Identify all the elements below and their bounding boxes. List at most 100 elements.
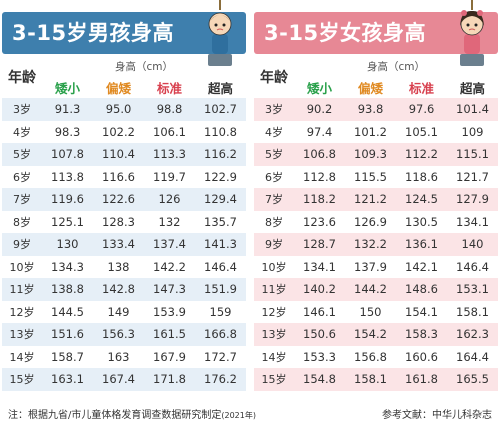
height-cell: 95.0 xyxy=(93,98,144,121)
height-cell: 123.6 xyxy=(303,214,336,229)
height-cell: 109 xyxy=(461,124,484,139)
table-row: 6岁 113.8 116.6 119.7 122.9 xyxy=(2,166,246,189)
table-row: 12岁 146.1 150 154.1 158.1 xyxy=(254,301,498,324)
table-row: 3岁 90.2 93.8 97.6 101.4 xyxy=(254,98,498,121)
height-cell: 164.4 xyxy=(456,349,489,364)
height-cell: 125.1 xyxy=(51,214,84,229)
height-cell: 113.8 xyxy=(51,169,84,184)
height-cell: 141.3 xyxy=(195,233,246,256)
height-cell: 132.2 xyxy=(345,233,396,256)
height-cell: 136.1 xyxy=(396,233,447,256)
height-cell: 110.8 xyxy=(204,124,237,139)
age-cell: 11岁 xyxy=(254,278,294,301)
footer-note-text: 注：根据九省/市儿童体格发育调查数据研究制定 xyxy=(8,410,222,421)
table-row: 13岁 150.6 154.2 158.3 162.3 xyxy=(254,323,498,346)
col-slightly-short: 偏矮 xyxy=(93,76,144,98)
table-row: 14岁 153.3 156.8 160.6 164.4 xyxy=(254,346,498,369)
table-row: 3岁 91.3 95.0 98.8 102.7 xyxy=(2,98,246,121)
height-cell: 116.2 xyxy=(195,143,246,166)
age-cell: 13岁 xyxy=(2,323,42,346)
age-cell: 11岁 xyxy=(2,278,42,301)
age-cell: 14岁 xyxy=(261,350,287,364)
age-cell: 15岁 xyxy=(254,368,294,391)
height-cell: 122.6 xyxy=(93,188,144,211)
table-row: 4岁 98.3 102.2 106.1 110.8 xyxy=(2,121,246,144)
boys-title-banner: 3-15岁男孩身高 xyxy=(2,0,246,66)
height-cell: 162.3 xyxy=(447,323,498,346)
height-cell: 126.9 xyxy=(354,214,387,229)
table-row: 11岁 140.2 144.2 148.6 153.1 xyxy=(254,278,498,301)
height-cell: 138.8 xyxy=(42,278,93,301)
age-cell: 6岁 xyxy=(265,170,283,184)
table-row: 10岁 134.1 137.9 142.1 146.4 xyxy=(254,256,498,279)
table-row: 6岁 112.8 115.5 118.6 121.7 xyxy=(254,166,498,189)
height-cell: 146.1 xyxy=(303,304,336,319)
height-cell: 144.2 xyxy=(345,278,396,301)
age-cell: 10岁 xyxy=(261,260,287,274)
height-cell: 127.9 xyxy=(447,188,498,211)
height-cell: 142.1 xyxy=(405,259,438,274)
age-cell: 13岁 xyxy=(254,323,294,346)
table-row: 4岁 97.4 101.2 105.1 109 xyxy=(254,121,498,144)
height-cell: 132 xyxy=(158,214,181,229)
height-cell: 146.4 xyxy=(456,259,489,274)
height-cell: 158.1 xyxy=(345,368,396,391)
col-short: 矮小 xyxy=(294,76,345,98)
height-cell: 153.3 xyxy=(303,349,336,364)
height-cell: 166.8 xyxy=(195,323,246,346)
height-group-header: 身高（cm） xyxy=(294,56,498,76)
height-cell: 98.8 xyxy=(144,98,195,121)
age-cell: 9岁 xyxy=(2,233,42,256)
footer-reference: 参考文献：中华儿科杂志 xyxy=(382,410,492,421)
boy-on-scale-icon xyxy=(208,0,232,66)
age-cell: 8岁 xyxy=(13,215,31,229)
table-row: 13岁 151.6 156.3 161.5 166.8 xyxy=(2,323,246,346)
height-cell: 101.2 xyxy=(354,124,387,139)
height-cell: 121.7 xyxy=(456,169,489,184)
height-cell: 149 xyxy=(107,304,130,319)
age-cell: 10岁 xyxy=(9,260,35,274)
age-cell: 8岁 xyxy=(265,215,283,229)
table-row: 12岁 144.5 149 153.9 159 xyxy=(2,301,246,324)
table-row: 15岁 154.8 158.1 161.8 165.5 xyxy=(254,368,498,391)
age-cell: 5岁 xyxy=(2,143,42,166)
age-cell: 4岁 xyxy=(265,125,283,139)
height-cell: 163 xyxy=(107,349,130,364)
height-cell: 112.2 xyxy=(396,143,447,166)
table-row: 9岁 128.7 132.2 136.1 140 xyxy=(254,233,498,256)
girl-on-scale-icon xyxy=(460,0,484,66)
table-row: 9岁 130 133.4 137.4 141.3 xyxy=(2,233,246,256)
height-cell: 102.2 xyxy=(102,124,135,139)
height-cell: 154.8 xyxy=(294,368,345,391)
table-row: 7岁 119.6 122.6 126 129.4 xyxy=(2,188,246,211)
height-cell: 158.3 xyxy=(396,323,447,346)
height-cell: 167.9 xyxy=(153,349,186,364)
height-cell: 172.7 xyxy=(204,349,237,364)
height-cell: 154.2 xyxy=(345,323,396,346)
height-cell: 91.3 xyxy=(42,98,93,121)
girls-title-banner: 3-15岁女孩身高 xyxy=(254,0,498,66)
height-cell: 146.4 xyxy=(204,259,237,274)
height-cell: 121.2 xyxy=(345,188,396,211)
height-cell: 133.4 xyxy=(93,233,144,256)
age-cell: 4岁 xyxy=(13,125,31,139)
col-standard: 标准 xyxy=(396,76,447,98)
height-cell: 158.1 xyxy=(456,304,489,319)
height-cell: 115.1 xyxy=(447,143,498,166)
girls-title: 3-15岁女孩身高 xyxy=(264,21,427,45)
table-row: 5岁 107.8 110.4 113.3 116.2 xyxy=(2,143,246,166)
height-cell: 151.9 xyxy=(195,278,246,301)
table-row: 8岁 123.6 126.9 130.5 134.1 xyxy=(254,211,498,234)
height-cell: 130 xyxy=(42,233,93,256)
age-cell: 15岁 xyxy=(2,368,42,391)
height-cell: 167.4 xyxy=(93,368,144,391)
age-column-header: 年龄 xyxy=(254,56,294,98)
height-cell: 176.2 xyxy=(195,368,246,391)
height-cell: 159 xyxy=(209,304,232,319)
boys-table: 年龄 身高（cm） 矮小 偏矮 标准 超高 3岁 91.3 95.0 98.8 102.… xyxy=(2,56,246,391)
height-cell: 110.4 xyxy=(93,143,144,166)
height-cell: 97.6 xyxy=(396,98,447,121)
height-cell: 161.5 xyxy=(144,323,195,346)
height-cell: 153.9 xyxy=(153,304,186,319)
table-row: 11岁 138.8 142.8 147.3 151.9 xyxy=(2,278,246,301)
